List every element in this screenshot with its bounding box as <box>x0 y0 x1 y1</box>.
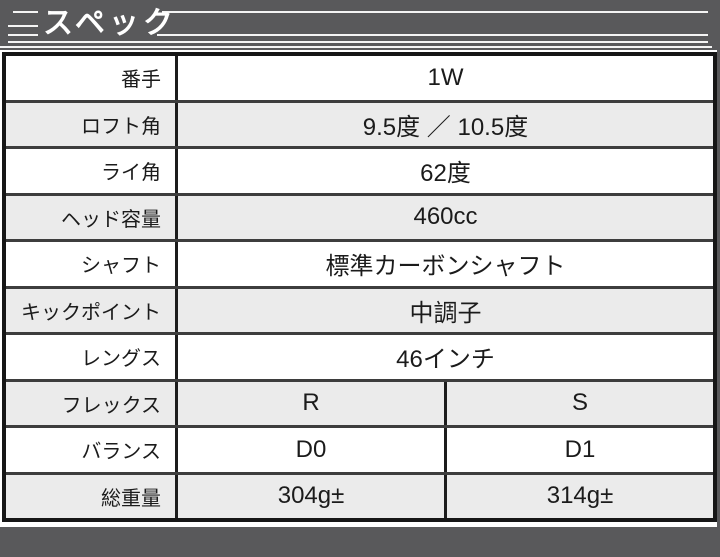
table-row: レングス 46インチ <box>6 332 713 379</box>
row-value: D1 <box>444 428 713 472</box>
table-row: キックポイント 中調子 <box>6 285 713 332</box>
row-value: 46インチ <box>396 346 495 374</box>
row-label: キックポイント <box>6 288 178 332</box>
row-label: レングス <box>6 335 178 379</box>
footer-bar <box>0 527 720 557</box>
row-label: バランス <box>6 428 178 472</box>
row-value: S <box>444 381 713 425</box>
header-deco-line <box>8 25 38 27</box>
row-value: R <box>302 389 320 417</box>
row-label: 番手 <box>6 56 178 100</box>
header-deco-line <box>13 11 38 13</box>
header-deco-line <box>0 46 712 48</box>
row-value: 9.5度 ／ 10.5度 <box>362 113 529 141</box>
header-deco-line <box>162 11 708 13</box>
row-label: ロフト角 <box>6 102 178 146</box>
row-value: 標準カーボンシャフト <box>325 253 566 281</box>
row-value: D0 <box>295 435 327 463</box>
row-value: 460cc <box>413 203 478 231</box>
section-header-bar: スペック <box>0 0 720 50</box>
table-row: シャフト 標準カーボンシャフト <box>6 239 713 286</box>
row-label: 総重量 <box>6 474 178 518</box>
section-title: スペック <box>43 7 177 40</box>
header-deco-line <box>157 34 708 36</box>
content-panel: 番手 1W ロフト角 9.5度 ／ 10.5度 ライ角 62度 ヘッド容量 46… <box>0 50 717 527</box>
table-row: 総重量 304g± 314g± <box>6 471 713 518</box>
spec-table: 番手 1W ロフト角 9.5度 ／ 10.5度 ライ角 62度 ヘッド容量 46… <box>2 52 717 522</box>
row-value: 中調子 <box>409 299 482 327</box>
table-row: ライ角 62度 <box>6 146 713 193</box>
table-row: 番手 1W <box>6 56 713 100</box>
header-deco-line <box>8 34 38 36</box>
row-label: ヘッド容量 <box>6 195 178 239</box>
row-value: 304g± <box>277 482 345 510</box>
row-label: フレックス <box>6 381 178 425</box>
row-value: 1W <box>427 63 464 91</box>
row-value: 62度 <box>420 160 471 188</box>
row-value: 314g± <box>444 474 713 518</box>
row-label: ライ角 <box>6 149 178 193</box>
table-row: ロフト角 9.5度 ／ 10.5度 <box>6 99 713 146</box>
table-row: フレックス R S <box>6 378 713 425</box>
row-label: シャフト <box>6 242 178 286</box>
table-row: バランス D0 D1 <box>6 425 713 472</box>
table-row: ヘッド容量 460cc <box>6 192 713 239</box>
header-deco-line <box>8 41 708 43</box>
